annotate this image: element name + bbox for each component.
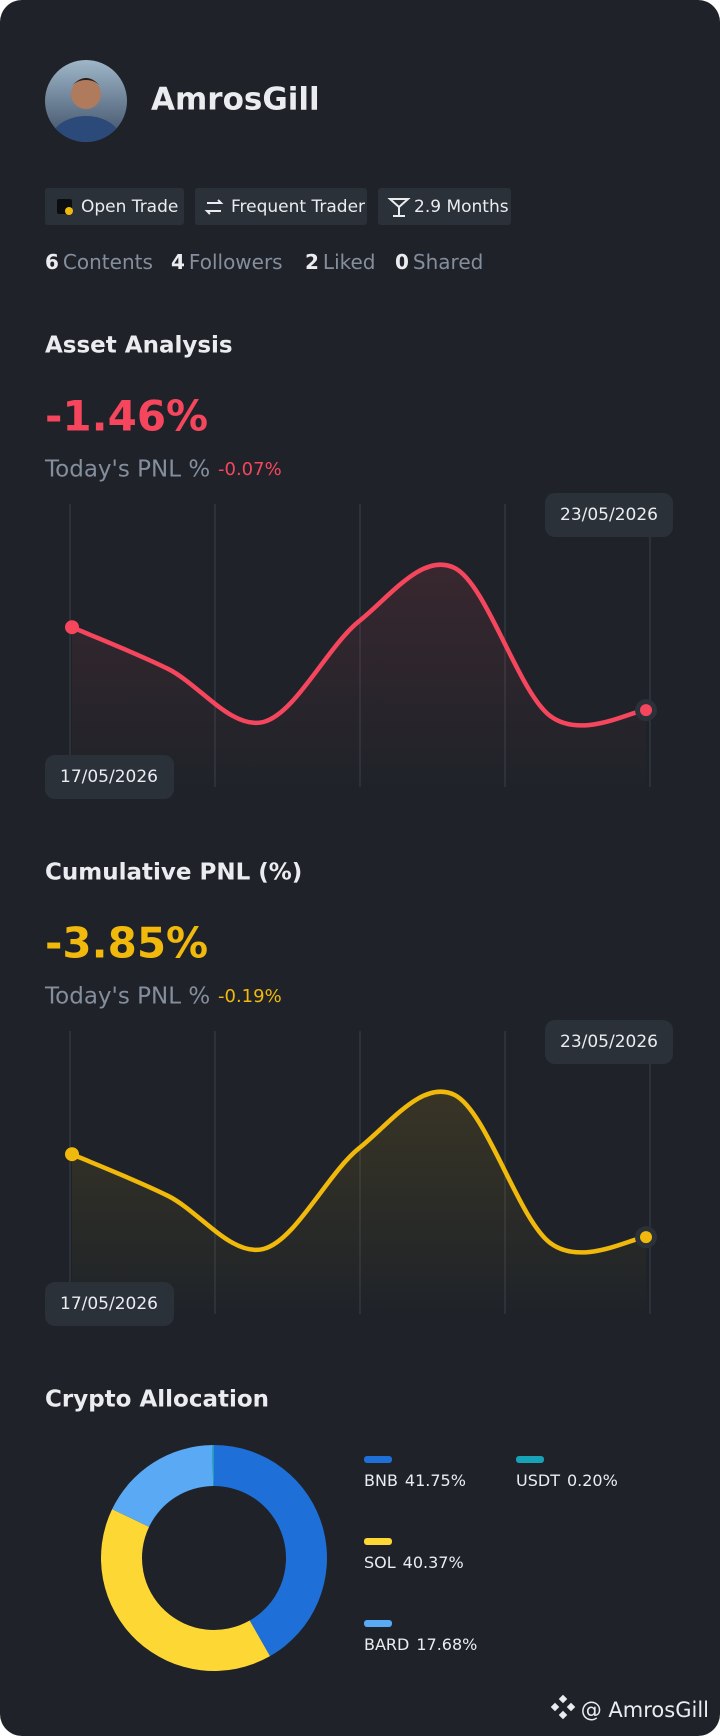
stat-label: Shared <box>413 250 483 274</box>
stat-count: 2 <box>305 250 319 274</box>
point <box>640 1231 652 1244</box>
legend-value: 17.68% <box>416 1635 477 1654</box>
stat-label: Liked <box>323 250 376 274</box>
today-value: -0.19% <box>218 986 282 1007</box>
legend-entry: SOL 40.37% <box>364 1553 464 1572</box>
legend-label: BNB <box>364 1471 398 1490</box>
legend-swatch <box>516 1456 544 1463</box>
date-label: 17/05/2026 <box>60 767 158 787</box>
legend-entry: USDT 0.20% <box>516 1471 618 1490</box>
donut-slice <box>212 1445 214 1487</box>
badge-label: Frequent Trader <box>231 197 365 217</box>
legend-value: 41.75% <box>405 1471 466 1490</box>
donut-slice <box>214 1445 327 1657</box>
stat[interactable]: 0 Shared <box>395 250 483 274</box>
section-title: Asset Analysis <box>45 333 233 359</box>
badge[interactable]: Frequent Trader <box>195 188 367 225</box>
date-label: 23/05/2026 <box>560 1032 658 1052</box>
legend-swatch <box>364 1538 392 1545</box>
stat-count: 6 <box>45 250 59 274</box>
today-label: Today's PNL % <box>44 457 210 483</box>
line-area <box>72 564 646 787</box>
legend-swatch <box>364 1456 392 1463</box>
stats: 6 Contents 4 Followers 2 Liked 0 Shared <box>45 250 483 274</box>
date-tooltip <box>45 1282 174 1326</box>
stat-count: 4 <box>171 250 185 274</box>
stat[interactable]: 2 Liked <box>305 250 376 274</box>
date-tooltip <box>45 755 174 799</box>
legend-label: BARD <box>364 1635 409 1654</box>
section-title: Cumulative PNL (%) <box>45 860 302 886</box>
stat-label: Contents <box>63 250 153 274</box>
line <box>69 1089 649 1255</box>
footer-handle: @ AmrosGill <box>581 1698 709 1722</box>
point <box>65 1147 79 1162</box>
user-name[interactable]: AmrosGill <box>151 82 320 118</box>
avatar[interactable] <box>45 60 127 168</box>
section-title: Crypto Allocation <box>45 1387 269 1413</box>
legend-value: 40.37% <box>403 1553 464 1572</box>
badge-label: 2.9 Months <box>414 197 509 217</box>
point <box>65 620 79 635</box>
stat-count: 0 <box>395 250 409 274</box>
point <box>640 704 652 717</box>
legend-entry: BNB 41.75% <box>364 1471 466 1490</box>
pnl-headline: -3.85% <box>45 919 208 968</box>
pnl-headline: -1.46% <box>45 392 208 441</box>
line <box>69 562 649 728</box>
donut-slice <box>112 1445 214 1527</box>
stat-label: Followers <box>189 250 283 274</box>
watermark: @ AmrosGill <box>550 1694 709 1722</box>
date-label: 17/05/2026 <box>60 1294 158 1314</box>
stat[interactable]: 6 Contents <box>45 250 153 274</box>
badge[interactable]: Open Trade <box>45 188 184 225</box>
badge-label: Open Trade <box>81 197 178 217</box>
legend-entry: BARD 17.68% <box>364 1635 477 1654</box>
legend-label: USDT <box>516 1471 560 1490</box>
badge[interactable]: 2.9 Months <box>378 188 511 225</box>
legend-label: SOL <box>364 1553 396 1572</box>
date-tooltip <box>545 493 673 537</box>
line-area <box>72 1091 646 1314</box>
date-label: 23/05/2026 <box>560 505 658 525</box>
today-label: Today's PNL % <box>44 984 210 1010</box>
legend-value: 0.20% <box>567 1471 618 1490</box>
today-value: -0.07% <box>218 459 282 480</box>
stat[interactable]: 4 Followers <box>171 250 283 274</box>
legend-swatch <box>364 1620 392 1627</box>
date-tooltip <box>545 1020 673 1064</box>
donut-slice <box>100 1509 270 1672</box>
